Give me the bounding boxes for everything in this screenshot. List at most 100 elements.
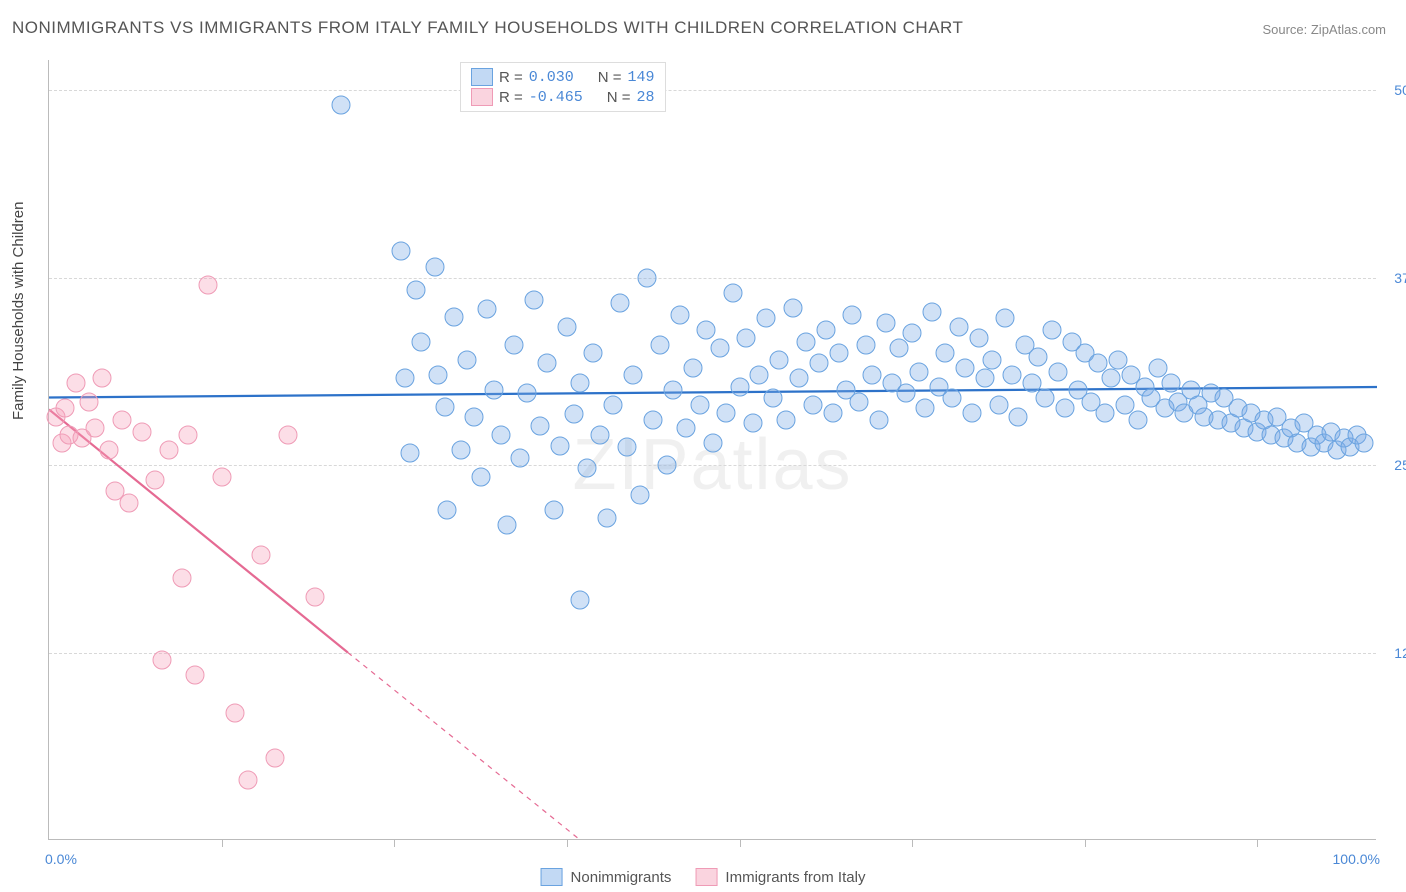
data-point <box>870 411 889 430</box>
data-point <box>1036 388 1055 407</box>
data-point <box>637 268 656 287</box>
x-tick <box>1085 839 1086 847</box>
data-point <box>823 403 842 422</box>
x-tick <box>740 839 741 847</box>
plot-canvas: ZIPatlas 12.5%25.0%37.5%50.0%0.0%100.0% <box>48 60 1376 840</box>
data-point <box>843 306 862 325</box>
n-value-pink: 28 <box>637 89 655 106</box>
data-point <box>406 280 425 299</box>
data-point <box>611 294 630 313</box>
data-point <box>172 568 191 587</box>
data-point <box>909 363 928 382</box>
n-label: N = <box>607 89 631 106</box>
data-point <box>438 501 457 520</box>
data-point <box>976 369 995 388</box>
data-point <box>697 321 716 340</box>
data-point <box>757 309 776 328</box>
legend-label: Immigrants from Italy <box>725 869 865 886</box>
data-point <box>664 381 683 400</box>
data-point <box>737 328 756 347</box>
y-tick-label: 37.5% <box>1394 270 1406 286</box>
data-point <box>982 351 1001 370</box>
data-point <box>624 366 643 385</box>
data-point <box>411 333 430 352</box>
data-point <box>79 393 98 412</box>
data-point <box>179 426 198 445</box>
data-point <box>225 703 244 722</box>
data-point <box>571 373 590 392</box>
data-point <box>491 426 510 445</box>
n-value-blue: 149 <box>628 69 655 86</box>
data-point <box>677 418 696 437</box>
x-tick <box>567 839 568 847</box>
legend-label: Nonimmigrants <box>571 869 672 886</box>
data-point <box>564 405 583 424</box>
data-point <box>777 411 796 430</box>
legend-row-blue: R = 0.030 N = 149 <box>471 67 655 87</box>
data-point <box>458 351 477 370</box>
data-point <box>710 339 729 358</box>
source-attribution: Source: ZipAtlas.com <box>1262 22 1386 37</box>
x-tick-label: 0.0% <box>45 851 77 867</box>
data-point <box>896 384 915 403</box>
data-point <box>936 343 955 362</box>
plot-area: ZIPatlas 12.5%25.0%37.5%50.0%0.0%100.0% <box>48 60 1376 840</box>
x-tick <box>1257 839 1258 847</box>
data-point <box>956 358 975 377</box>
data-point <box>591 426 610 445</box>
y-tick-label: 12.5% <box>1394 645 1406 661</box>
data-point <box>690 396 709 415</box>
data-point <box>152 651 171 670</box>
gridline <box>49 278 1376 279</box>
data-point <box>531 417 550 436</box>
data-point <box>630 486 649 505</box>
data-point <box>717 403 736 422</box>
correlation-legend: R = 0.030 N = 149 R = -0.465 N = 28 <box>460 62 666 112</box>
data-point <box>916 399 935 418</box>
data-point <box>55 399 74 418</box>
data-point <box>464 408 483 427</box>
legend-item-nonimmigrants: Nonimmigrants <box>541 868 672 886</box>
data-point <box>305 588 324 607</box>
data-point <box>604 396 623 415</box>
data-point <box>597 508 616 527</box>
data-point <box>962 403 981 422</box>
data-point <box>445 307 464 326</box>
x-tick <box>912 839 913 847</box>
data-point <box>401 444 420 463</box>
legend-row-pink: R = -0.465 N = 28 <box>471 87 655 107</box>
data-point <box>943 388 962 407</box>
data-point <box>810 354 829 373</box>
data-point <box>657 456 676 475</box>
data-point <box>830 343 849 362</box>
data-point <box>704 433 723 452</box>
y-tick-label: 25.0% <box>1394 457 1406 473</box>
data-point <box>429 366 448 385</box>
data-point <box>426 258 445 277</box>
chart-title: NONIMMIGRANTS VS IMMIGRANTS FROM ITALY F… <box>12 18 963 38</box>
series-legend: Nonimmigrants Immigrants from Italy <box>541 868 866 886</box>
data-point <box>1055 399 1074 418</box>
data-point <box>395 369 414 388</box>
data-point <box>1128 411 1147 430</box>
data-point <box>889 339 908 358</box>
data-point <box>518 384 537 403</box>
data-point <box>132 423 151 442</box>
x-tick <box>394 839 395 847</box>
data-point <box>1029 348 1048 367</box>
data-point <box>544 501 563 520</box>
x-tick-label: 100.0% <box>1333 851 1380 867</box>
r-label: R = <box>499 89 523 106</box>
data-point <box>1042 321 1061 340</box>
data-point <box>996 309 1015 328</box>
data-point <box>391 241 410 260</box>
data-point <box>478 300 497 319</box>
data-point <box>159 441 178 460</box>
data-point <box>650 336 669 355</box>
data-point <box>538 354 557 373</box>
data-point <box>1162 373 1181 392</box>
data-point <box>484 381 503 400</box>
data-point <box>670 306 689 325</box>
gridline <box>49 90 1376 91</box>
data-point <box>1002 366 1021 385</box>
